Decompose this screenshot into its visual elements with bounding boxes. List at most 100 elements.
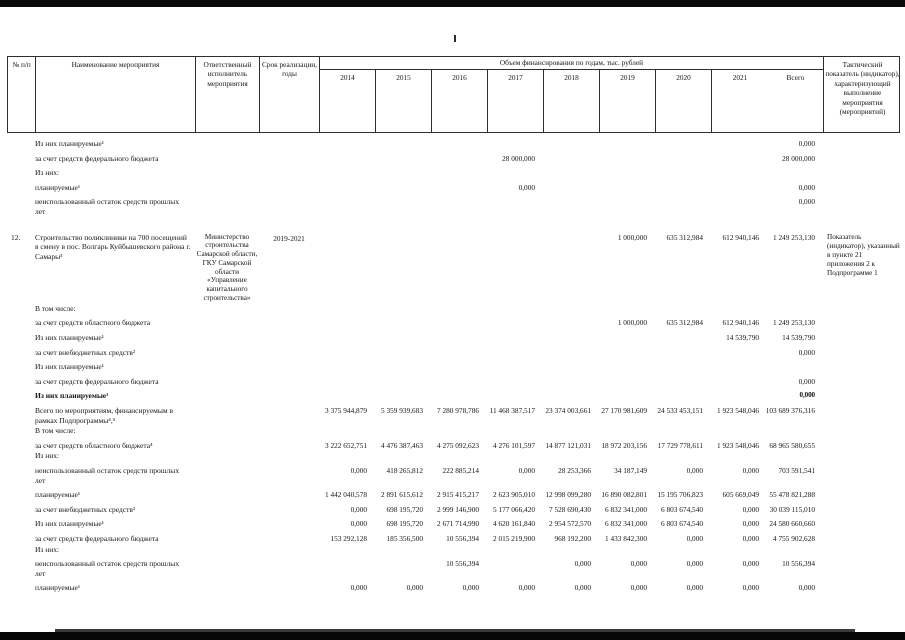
cell-2018: [543, 197, 599, 216]
cell-2018: [543, 304, 599, 314]
cell-2018: [543, 233, 599, 303]
row-label: за счет средств федерального бюджета: [35, 153, 159, 163]
cell-total: 14 539,790: [782, 333, 815, 342]
year-column-header: 2020: [656, 70, 712, 132]
cell-2014: [319, 233, 375, 303]
cell-2019: [599, 304, 655, 314]
cell-2017: [487, 318, 543, 328]
cell-2014: [319, 545, 375, 555]
cell-2018: [543, 348, 599, 358]
row-number: [7, 348, 35, 358]
row-executor: [195, 406, 259, 425]
row-executor: [195, 545, 259, 555]
year-column-header: 2018: [544, 70, 600, 132]
cell-total: 0,000: [799, 391, 816, 400]
cell-2021: [711, 154, 767, 164]
cell-2019: 0,000: [630, 559, 647, 569]
cell-total: 4 755 902,628: [773, 533, 815, 543]
row-term: [259, 583, 319, 593]
cell-2016: [431, 362, 487, 372]
cell-2019: [599, 333, 655, 343]
cell-2014: [319, 362, 375, 372]
table-row: неиспользованный остаток средств прошлых…: [7, 559, 900, 578]
cell-2019: [599, 545, 655, 555]
header-num: № п/п: [8, 57, 36, 132]
row-indicator: [823, 154, 900, 164]
row-term: [259, 304, 319, 314]
cell-2014: 0,000: [350, 465, 367, 475]
cell-2017: 4 276 101,597: [493, 440, 535, 450]
table-row: за счет средств областного бюджета⁴ 3 22…: [7, 441, 900, 451]
row-number: [7, 519, 35, 529]
cell-total: [767, 545, 823, 555]
cell-total: 10 556,394: [782, 559, 815, 569]
row-term: [259, 466, 319, 485]
header-finance-group-title: Объем финансирования по годам, тыс. рубл…: [320, 57, 823, 71]
cell-2020: [655, 377, 711, 387]
row-number: [7, 441, 35, 451]
cell-2019: 1 433 842,300: [605, 533, 647, 543]
row-executor: [195, 490, 259, 500]
row-term: [259, 183, 319, 193]
cell-total: 55 478 821,288: [769, 490, 815, 500]
cell-2020: [655, 183, 711, 193]
table-row: за счет средств федерального бюджета 28 …: [7, 154, 900, 164]
year-column-header: 2017: [488, 70, 544, 132]
cell-2021: [711, 304, 767, 314]
row-executor: [195, 534, 259, 544]
row-number: [7, 304, 35, 314]
row-label: планируемые¹: [35, 490, 81, 500]
row-indicator: [823, 304, 900, 314]
cell-total: 1 249 253,130: [773, 232, 815, 242]
header-indicator: Тактический показатель (индикатор), хара…: [825, 60, 900, 117]
row-term: [259, 333, 319, 343]
row-indicator: [823, 333, 900, 343]
cell-2014: 0,000: [350, 583, 367, 593]
cell-2021: [711, 183, 767, 193]
cell-2019: 6 832 341,000: [605, 519, 647, 529]
row-number: [7, 139, 35, 149]
row-executor: [195, 426, 259, 436]
row-label: Из них планируемые¹: [35, 139, 105, 148]
cell-2021: [711, 545, 767, 555]
row-label: В том числе:: [35, 303, 76, 313]
cell-2015: [375, 377, 431, 387]
row-executor: [195, 304, 259, 314]
cell-2021: 612 940,146: [722, 232, 759, 242]
cell-total: 28 000,000: [782, 153, 815, 163]
cell-2018: 23 374 003,661: [545, 405, 591, 415]
cell-2015: [375, 559, 431, 578]
row-label: Из них планируемые¹: [35, 519, 105, 529]
row-label: Строительство поликлиники на 700 посещен…: [35, 232, 191, 261]
cell-2015: 418 265,812: [386, 465, 423, 475]
table-row: В том числе:: [7, 426, 900, 436]
row-number: [7, 168, 35, 178]
cell-2018: 28 253,366: [558, 465, 591, 475]
cell-2016: [431, 451, 487, 461]
cell-2016: [431, 377, 487, 387]
cell-2017: [487, 362, 543, 372]
cell-2016: 10 556,394: [446, 559, 479, 569]
cell-2021: [711, 197, 767, 216]
cell-2018: [543, 183, 599, 193]
cell-2016: 222 885,214: [442, 465, 479, 475]
header-finance-block: Объем финансирования по годам, тыс. рубл…: [320, 57, 824, 132]
cell-2021: [711, 451, 767, 461]
cell-total: 703 591,541: [778, 465, 815, 475]
cell-2020: 0,000: [686, 559, 703, 569]
cell-2014: [319, 451, 375, 461]
header-executor: Ответственный исполнитель мероприятия: [196, 57, 260, 132]
cell-2017: [487, 348, 543, 358]
cell-2019: [599, 139, 655, 149]
row-term: [259, 519, 319, 529]
cell-2016: [431, 139, 487, 149]
row-label: неиспользованный остаток средств прошлых…: [35, 559, 180, 578]
row-indicator: [823, 583, 900, 593]
cell-2020: 17 729 778,611: [657, 440, 703, 450]
year-column-header: 2021: [732, 73, 748, 83]
cell-2019: [599, 362, 655, 372]
row-number: 12.: [11, 232, 21, 242]
table-row: Из них:: [7, 168, 900, 178]
cell-2015: 2 891 615,612: [381, 490, 423, 500]
header-term: Срок реализации, годы: [260, 57, 320, 132]
